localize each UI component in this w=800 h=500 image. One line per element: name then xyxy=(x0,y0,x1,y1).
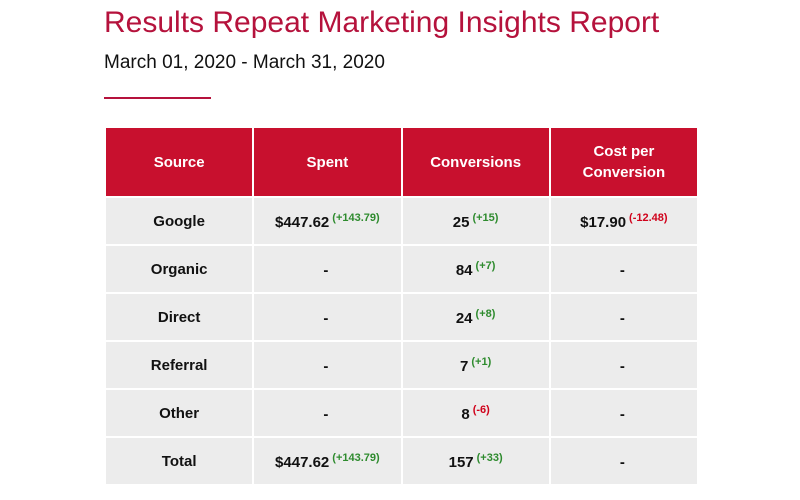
cpc-cell: - xyxy=(548,388,700,438)
conversions-cell: 8 (-6) xyxy=(400,388,551,438)
conversions-cell: 24 (+8) xyxy=(400,292,551,342)
cpc-value: - xyxy=(619,453,625,471)
conversions-cell: 7 (+1) xyxy=(400,340,551,390)
conversions-value: 25 xyxy=(452,213,470,231)
report-table: Source Spent Conversions Cost per Conver… xyxy=(103,126,700,486)
report-title: Results Repeat Marketing Insights Report xyxy=(104,6,660,39)
cpc-cell: - xyxy=(548,436,700,486)
source-cell: Google xyxy=(103,196,255,246)
source-cell: Referral xyxy=(103,340,255,390)
spent-cell: - xyxy=(252,244,403,294)
conversions-delta: (+1) xyxy=(471,355,492,368)
source-cell: Organic xyxy=(103,244,255,294)
header-source: Source xyxy=(103,126,255,198)
conversions-value: 7 xyxy=(460,357,469,375)
header-conversions: Conversions xyxy=(400,126,551,198)
conversions-value: 24 xyxy=(455,309,473,327)
conversions-value: 8 xyxy=(461,405,470,423)
table-row-total: Total $447.62 (+143.79) 157 (+33) - xyxy=(103,436,700,486)
source-cell: Other xyxy=(103,388,255,438)
conversions-cell: 25 (+15) xyxy=(400,196,551,246)
date-range: March 01, 2020 - March 31, 2020 xyxy=(104,52,385,73)
spent-cell: $447.62 (+143.79) xyxy=(252,436,403,486)
cpc-cell: - xyxy=(548,244,700,294)
table-header-row: Source Spent Conversions Cost per Conver… xyxy=(103,126,700,198)
cpc-value: - xyxy=(619,357,625,375)
cpc-cell: - xyxy=(548,292,700,342)
title-divider xyxy=(104,97,211,99)
table-row: Referral - 7 (+1) - xyxy=(103,340,700,390)
cpc-value: - xyxy=(619,405,625,423)
cpc-value: - xyxy=(619,261,625,279)
spent-delta: (+143.79) xyxy=(332,211,380,224)
spent-delta: (+143.79) xyxy=(332,451,380,464)
cpc-value: - xyxy=(619,309,625,327)
spent-value: - xyxy=(323,405,329,423)
conversions-value: 84 xyxy=(455,261,473,279)
table-row: Organic - 84 (+7) - xyxy=(103,244,700,294)
table-row: Direct - 24 (+8) - xyxy=(103,292,700,342)
source-cell: Direct xyxy=(103,292,255,342)
conversions-delta: (-6) xyxy=(472,403,490,416)
spent-value: - xyxy=(323,309,329,327)
spent-cell: - xyxy=(252,292,403,342)
spent-value: - xyxy=(323,261,329,279)
spent-value: $447.62 xyxy=(275,213,330,231)
conversions-delta: (+7) xyxy=(475,259,496,272)
conversions-value: 157 xyxy=(448,453,474,471)
conversions-cell: 84 (+7) xyxy=(400,244,551,294)
table-row: Other - 8 (-6) - xyxy=(103,388,700,438)
spent-cell: - xyxy=(252,388,403,438)
cpc-value: $17.90 xyxy=(580,213,627,231)
spent-value: - xyxy=(323,357,329,375)
table-row: Google $447.62 (+143.79) 25 (+15) $17.90 (-… xyxy=(103,196,700,246)
conversions-delta: (+8) xyxy=(475,307,496,320)
cpc-delta: (-12.48) xyxy=(629,211,668,224)
conversions-delta: (+33) xyxy=(476,451,503,464)
conversions-cell: 157 (+33) xyxy=(400,436,551,486)
spent-value: $447.62 xyxy=(275,453,330,471)
header-cost-per-conversion: Cost per Conversion xyxy=(548,126,700,198)
source-cell: Total xyxy=(103,436,255,486)
spent-cell: - xyxy=(252,340,403,390)
header-spent: Spent xyxy=(252,126,403,198)
cpc-cell: $17.90 (-12.48) xyxy=(548,196,700,246)
spent-cell: $447.62 (+143.79) xyxy=(252,196,403,246)
cpc-cell: - xyxy=(548,340,700,390)
conversions-delta: (+15) xyxy=(472,211,499,224)
